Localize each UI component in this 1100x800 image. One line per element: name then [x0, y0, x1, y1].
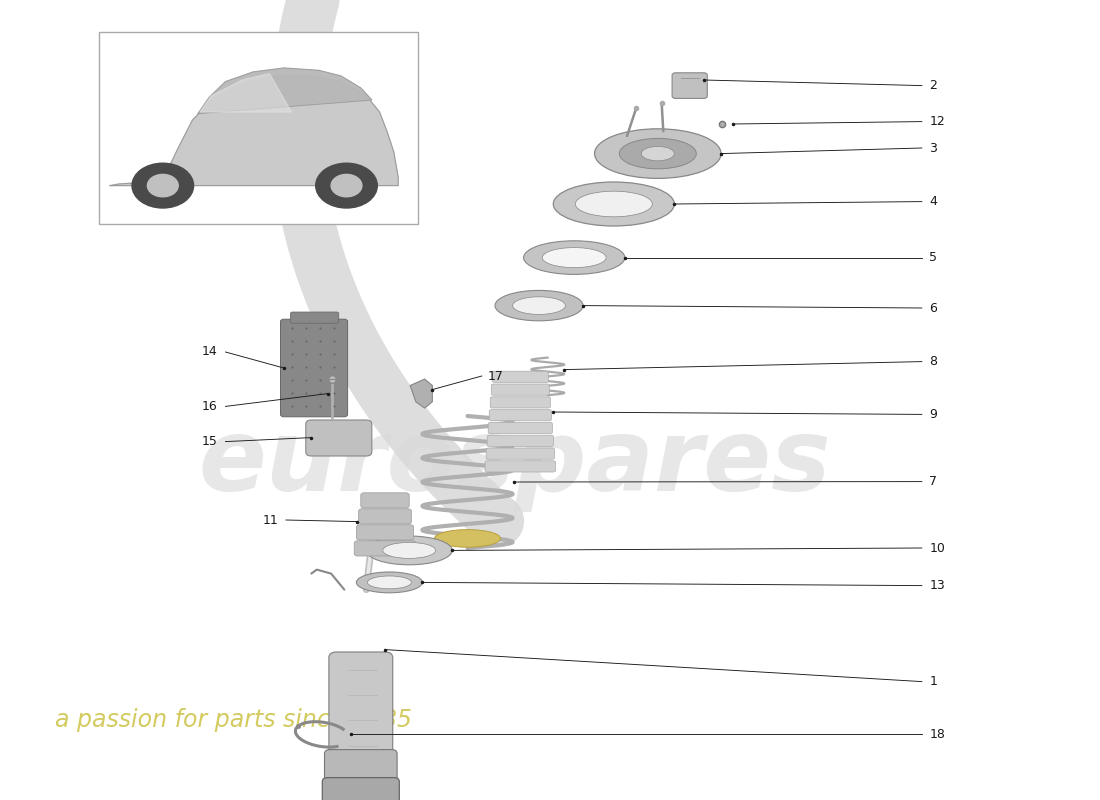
Ellipse shape	[513, 297, 565, 314]
FancyBboxPatch shape	[490, 410, 551, 421]
FancyBboxPatch shape	[486, 448, 554, 459]
Polygon shape	[198, 68, 372, 114]
Ellipse shape	[367, 576, 411, 589]
Polygon shape	[200, 74, 292, 112]
Text: 15: 15	[202, 435, 218, 448]
FancyBboxPatch shape	[354, 541, 416, 556]
Ellipse shape	[594, 129, 722, 178]
FancyBboxPatch shape	[322, 778, 399, 800]
Text: 8: 8	[930, 355, 937, 368]
Ellipse shape	[495, 290, 583, 321]
Text: 18: 18	[930, 728, 945, 741]
Text: 2: 2	[930, 79, 937, 92]
FancyBboxPatch shape	[361, 493, 409, 508]
Text: 11: 11	[263, 514, 278, 526]
Text: 10: 10	[930, 542, 945, 554]
FancyBboxPatch shape	[359, 509, 411, 524]
Ellipse shape	[434, 530, 500, 547]
FancyBboxPatch shape	[488, 422, 552, 434]
Circle shape	[147, 174, 178, 197]
Text: eurospares: eurospares	[198, 415, 830, 513]
FancyBboxPatch shape	[493, 371, 548, 382]
FancyBboxPatch shape	[329, 652, 393, 763]
Text: 5: 5	[930, 251, 937, 264]
FancyBboxPatch shape	[324, 750, 397, 790]
Text: 14: 14	[202, 346, 218, 358]
Ellipse shape	[542, 247, 606, 267]
FancyBboxPatch shape	[491, 397, 550, 408]
Text: 4: 4	[930, 195, 937, 208]
Ellipse shape	[366, 536, 452, 565]
Ellipse shape	[553, 182, 674, 226]
Polygon shape	[110, 76, 398, 186]
Text: 1: 1	[930, 675, 937, 688]
FancyBboxPatch shape	[306, 420, 372, 456]
FancyBboxPatch shape	[487, 435, 553, 446]
Text: 13: 13	[930, 579, 945, 592]
Bar	[99, 32, 418, 224]
FancyBboxPatch shape	[672, 73, 707, 98]
Text: 16: 16	[202, 400, 218, 413]
FancyBboxPatch shape	[280, 319, 348, 417]
FancyBboxPatch shape	[290, 312, 339, 323]
Polygon shape	[410, 379, 432, 408]
Text: 3: 3	[930, 142, 937, 154]
FancyBboxPatch shape	[492, 384, 549, 395]
Ellipse shape	[356, 572, 422, 593]
Text: 7: 7	[930, 475, 937, 488]
Text: 12: 12	[930, 115, 945, 128]
Ellipse shape	[575, 191, 652, 217]
FancyBboxPatch shape	[356, 525, 414, 540]
Circle shape	[316, 163, 377, 208]
Circle shape	[132, 163, 194, 208]
Text: 17: 17	[487, 370, 503, 382]
Text: 9: 9	[930, 408, 937, 421]
Text: 6: 6	[930, 302, 937, 314]
Ellipse shape	[619, 138, 696, 169]
Text: a passion for parts since 1985: a passion for parts since 1985	[55, 708, 411, 732]
FancyBboxPatch shape	[485, 461, 556, 472]
Ellipse shape	[383, 542, 436, 558]
Circle shape	[331, 174, 362, 197]
Ellipse shape	[641, 146, 674, 161]
Ellipse shape	[524, 241, 625, 274]
